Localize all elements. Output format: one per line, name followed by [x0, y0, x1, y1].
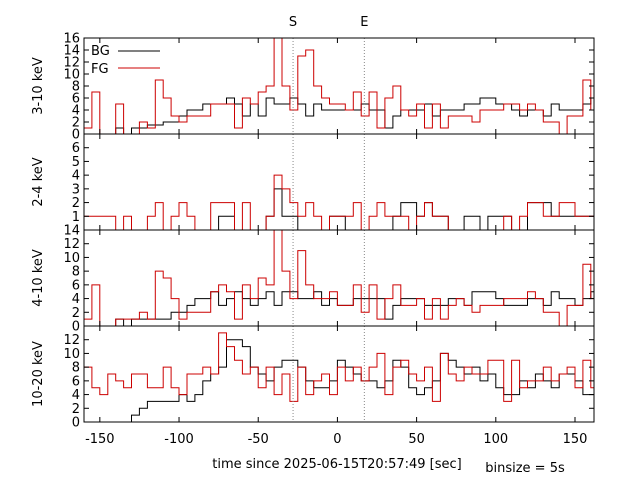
x-tick-label: -100 — [164, 432, 194, 447]
y-axis-label: 10-20 keV — [31, 341, 46, 407]
y-tick-label: 2 — [72, 116, 80, 131]
y-tick-label: 8 — [72, 361, 80, 376]
x-tick-label: -50 — [248, 432, 269, 447]
y-tick-label: 4 — [72, 104, 80, 119]
y-tick-label: 8 — [72, 80, 80, 95]
series-bg-line — [84, 97, 594, 135]
y-axis-label: 2-4 keV — [31, 157, 46, 206]
y-tick-label: 16 — [63, 32, 80, 47]
y-axis-label: 3-10 keV — [31, 57, 46, 115]
y-tick-label: 2 — [72, 306, 80, 321]
panel-frame — [83, 37, 595, 135]
series-fg-line — [84, 37, 594, 135]
series-fg-line — [84, 174, 594, 231]
y-tick-label: 6 — [72, 92, 80, 107]
y-tick-label: 0 — [72, 128, 80, 143]
y-tick-label: 2 — [72, 196, 80, 211]
series-fg-line — [84, 332, 594, 402]
panel-frame — [83, 229, 595, 327]
series-bg-line — [84, 339, 594, 423]
x-tick-label: 0 — [333, 432, 341, 447]
panel-frame — [83, 325, 595, 423]
y-tick-label: 0 — [72, 416, 80, 431]
legend-bg-label: BG — [91, 44, 110, 59]
y-tick-label: 10 — [63, 251, 80, 266]
legend: BG FG — [91, 44, 160, 77]
marker-end-label: E — [360, 15, 368, 30]
y-tick-label: 14 — [63, 44, 80, 59]
y-tick-label: 0 — [72, 320, 80, 335]
y-tick-label: 12 — [63, 333, 80, 348]
y-tick-label: 1 — [72, 210, 80, 225]
x-tick-label: 150 — [563, 432, 588, 447]
y-tick-label: 6 — [72, 374, 80, 389]
marker-start-label: S — [289, 15, 297, 30]
y-tick-label: 12 — [63, 237, 80, 252]
binsize-label: binsize = 5s — [485, 461, 565, 476]
y-tick-label: 3 — [72, 182, 80, 197]
series-fg-line — [84, 229, 594, 327]
y-tick-label: 4 — [72, 169, 80, 184]
y-tick-label: 10 — [63, 347, 80, 362]
y-tick-label: 10 — [63, 68, 80, 83]
y-tick-label: 6 — [72, 278, 80, 293]
y-tick-label: 6 — [72, 141, 80, 156]
series-bg-line — [84, 188, 594, 231]
x-tick-label: 50 — [408, 432, 425, 447]
y-axis-label: 4-10 keV — [31, 249, 46, 307]
series-bg-line — [84, 291, 594, 327]
x-axis-label: time since 2025-06-15T20:57:49 [sec] — [212, 457, 461, 472]
y-tick-label: 12 — [63, 56, 80, 71]
panel-frame — [83, 133, 595, 231]
x-tick-label: -150 — [85, 432, 115, 447]
legend-fg-label: FG — [91, 62, 109, 77]
y-tick-label: 4 — [72, 292, 80, 307]
x-tick-label: 100 — [483, 432, 508, 447]
y-tick-label: 5 — [72, 155, 80, 170]
y-tick-label: 2 — [72, 402, 80, 417]
y-tick-label: 8 — [72, 265, 80, 280]
y-tick-label: 14 — [63, 224, 80, 239]
y-tick-label: 4 — [72, 388, 80, 403]
